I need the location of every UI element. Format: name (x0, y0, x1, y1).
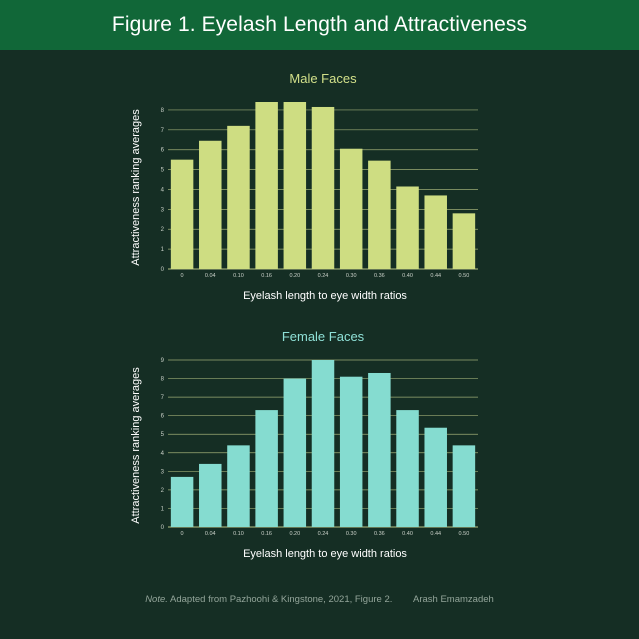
male-x-tick-label: 0.30 (346, 273, 357, 279)
male-bar (283, 102, 307, 269)
female-bar (227, 445, 250, 527)
female-x-tick-label: 0.20 (289, 531, 300, 537)
male-x-tick-label: 0.44 (430, 273, 441, 279)
female-faces-chart: Female Faces 0 1 2 3 4 5 6 7 8 9 0 0.04 0.10 0.16 0.20 0… (130, 329, 478, 560)
female-bar (396, 410, 419, 527)
female-bar (424, 427, 447, 527)
male-bar (255, 102, 278, 269)
male-x-tick-label: 0.50 (459, 273, 470, 279)
male-y-tick-label: 3 (161, 207, 165, 213)
female-y-axis-label: Attractiveness ranking averages (130, 367, 142, 524)
male-y-axis-label: Attractiveness ranking averages (130, 109, 142, 266)
male-faces-chart: Male Faces 0 1 2 3 4 5 6 7 8 0 0.04 0.10 0.16 0.20 0.24… (130, 71, 478, 302)
male-bar (311, 106, 335, 269)
male-chart-title: Male Faces (289, 71, 357, 86)
male-x-tick-label: 0.36 (374, 273, 385, 279)
female-bar (199, 463, 222, 527)
female-x-axis-label: Eyelash length to eye width ratios (243, 548, 407, 560)
female-y-tick-label: 6 (161, 414, 165, 420)
note-label: Note. (145, 594, 168, 605)
female-x-tick-label: 0.16 (261, 531, 272, 537)
female-x-tick-label: 0.44 (430, 531, 441, 537)
male-bar (199, 140, 222, 269)
note-text: Adapted from Pazhoohi & Kingstone, 2021,… (170, 594, 393, 605)
male-y-tick-label: 8 (161, 108, 165, 114)
female-y-tick-label: 4 (161, 451, 165, 457)
female-bar (283, 378, 307, 527)
male-y-tick-label: 5 (161, 168, 165, 174)
female-y-tick-label: 1 (161, 506, 165, 512)
female-x-tick-label: 0.40 (402, 531, 413, 537)
male-bar (424, 195, 447, 269)
female-y-tick-label: 3 (161, 469, 165, 475)
male-x-tick-label: 0.04 (205, 273, 216, 279)
female-chart-title: Female Faces (282, 329, 365, 344)
figure-title: Figure 1. Eyelash Length and Attractiven… (111, 13, 528, 36)
male-x-tick-label: 0.10 (233, 273, 244, 279)
female-bar (368, 372, 391, 527)
male-x-tick-label: 0.24 (318, 273, 329, 279)
female-bar (311, 360, 335, 527)
female-y-tick-label: 8 (161, 377, 165, 383)
female-bar (170, 476, 194, 527)
female-x-tick-label: 0 (181, 531, 184, 537)
male-x-axis-label: Eyelash length to eye width ratios (243, 290, 407, 302)
female-y-tick-label: 5 (161, 432, 165, 438)
female-y-tick-label: 2 (161, 488, 165, 494)
male-x-tick-label: 0.40 (402, 273, 413, 279)
male-bar (452, 213, 476, 269)
female-bar (255, 410, 278, 527)
female-x-tick-label: 0.10 (233, 531, 244, 537)
male-y-tick-label: 6 (161, 148, 165, 154)
figure-header: Figure 1. Eyelash Length and Attractiven… (0, 0, 639, 50)
female-y-tick-label: 9 (161, 358, 165, 364)
male-y-tick-label: 1 (161, 247, 165, 253)
female-bar (339, 376, 363, 527)
female-bar (452, 445, 476, 527)
female-x-tick-label: 0.04 (205, 531, 216, 537)
male-bar (170, 159, 194, 269)
female-y-tick-label: 7 (161, 395, 165, 401)
source-note: Note. Adapted from Pazhoohi & Kingstone,… (0, 594, 639, 605)
male-bar (339, 148, 363, 269)
male-bar (368, 160, 391, 269)
author-credit: Arash Emamzadeh (413, 594, 494, 605)
male-y-tick-label: 2 (161, 227, 165, 233)
male-x-tick-label: 0 (181, 273, 184, 279)
male-x-tick-label: 0.20 (289, 273, 300, 279)
male-y-tick-label: 4 (161, 187, 165, 193)
female-x-tick-label: 0.50 (459, 531, 470, 537)
male-bar (227, 125, 250, 269)
female-x-tick-label: 0.24 (318, 531, 329, 537)
male-y-tick-label: 0 (161, 267, 165, 273)
male-x-tick-label: 0.16 (261, 273, 272, 279)
female-y-tick-label: 0 (161, 525, 165, 531)
female-x-tick-label: 0.30 (346, 531, 357, 537)
male-bar (396, 186, 419, 269)
female-x-tick-label: 0.36 (374, 531, 385, 537)
male-y-tick-label: 7 (161, 128, 165, 134)
